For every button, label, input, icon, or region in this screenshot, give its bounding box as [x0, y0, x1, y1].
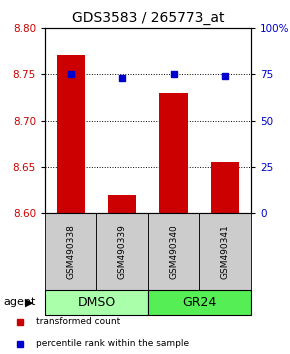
- Text: ▶: ▶: [25, 297, 33, 307]
- Bar: [148, 213, 199, 290]
- Text: GSM490341: GSM490341: [221, 224, 230, 279]
- Text: GSM490338: GSM490338: [66, 224, 75, 279]
- Bar: [96, 213, 148, 290]
- Text: transformed count: transformed count: [37, 317, 121, 326]
- Text: percentile rank within the sample: percentile rank within the sample: [37, 339, 190, 348]
- Bar: [45, 290, 148, 315]
- Title: GDS3583 / 265773_at: GDS3583 / 265773_at: [72, 11, 224, 25]
- Bar: [211, 162, 239, 213]
- Bar: [148, 290, 251, 315]
- Text: agent: agent: [3, 297, 35, 307]
- Bar: [160, 93, 188, 213]
- Bar: [200, 213, 251, 290]
- Text: GSM490339: GSM490339: [118, 224, 127, 279]
- Text: DMSO: DMSO: [77, 296, 115, 309]
- Bar: [108, 195, 136, 213]
- Text: GR24: GR24: [182, 296, 217, 309]
- Bar: [45, 213, 96, 290]
- Bar: [57, 56, 85, 213]
- Text: GSM490340: GSM490340: [169, 224, 178, 279]
